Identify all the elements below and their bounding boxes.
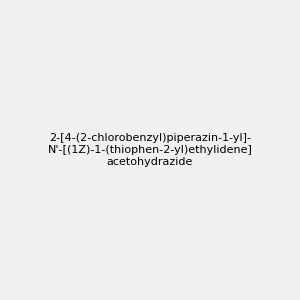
Text: 2-[4-(2-chlorobenzyl)piperazin-1-yl]-
N'-[(1Z)-1-(thiophen-2-yl)ethylidene]
acet: 2-[4-(2-chlorobenzyl)piperazin-1-yl]- N'… [48, 134, 252, 166]
